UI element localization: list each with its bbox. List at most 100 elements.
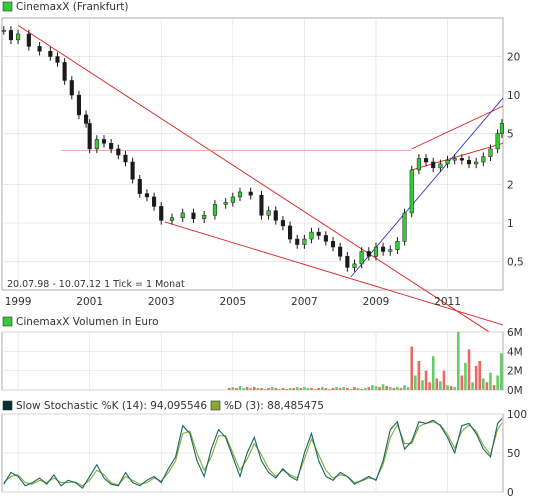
price-bar-body: [495, 133, 500, 150]
x-tick-label: 2011: [434, 296, 461, 308]
volume-bar: [449, 386, 453, 390]
volume-bar: [274, 388, 278, 390]
price-bar-body: [137, 178, 142, 194]
price-bar: [373, 242, 379, 261]
volume-bar: [335, 387, 338, 390]
volume-bar: [371, 385, 374, 390]
price-bar-body: [452, 158, 457, 161]
price-bar-body: [402, 212, 407, 242]
volume-bar: [381, 384, 385, 390]
volume-bar: [356, 388, 360, 390]
volume-bar: [242, 388, 245, 390]
stochastic-y-tick-labels: 0 50 100: [507, 409, 527, 499]
volume-gridlines: [2, 331, 503, 391]
price-bar: [159, 202, 164, 225]
price-bar-body: [55, 56, 60, 63]
price-bar-body: [248, 191, 253, 196]
price-bar-body: [259, 194, 264, 216]
price-bar: [266, 206, 271, 220]
price-bar-body: [16, 33, 21, 41]
price-bar-body: [345, 256, 350, 268]
volume-bar: [328, 389, 331, 390]
stochastic-gridlines: [2, 413, 503, 493]
price-bar: [230, 192, 235, 207]
price-bar-body: [323, 235, 328, 242]
volume-bar: [252, 387, 256, 390]
volume-bar: [456, 332, 460, 390]
price-bar: [302, 234, 307, 249]
price-bar-body: [359, 251, 364, 265]
price-bar-body: [388, 249, 393, 252]
price-bar-body: [109, 143, 114, 150]
stochastic-panel: Slow Stochastic %K (14): 94,095546 %D (3…: [1, 400, 527, 499]
stoch-d-legend-swatch: [210, 400, 221, 411]
price-bar: [180, 208, 185, 223]
price-bar: [323, 231, 328, 246]
price-bar-body: [381, 246, 386, 252]
price-bar: [345, 252, 350, 272]
price-bar: [309, 227, 314, 244]
price-bar: [87, 119, 92, 154]
price-bar-body: [130, 161, 135, 180]
volume-bar: [431, 356, 435, 390]
price-bar-body: [26, 33, 31, 47]
volume-bars: [227, 332, 503, 390]
volume-bar: [363, 388, 367, 390]
price-bar: [402, 208, 407, 246]
price-bar-body: [69, 80, 74, 96]
price-bar: [109, 139, 114, 154]
price-bar-body: [316, 231, 321, 236]
price-info-text: 20.07.98 - 10.07.12 1 Tick = 1 Monat: [7, 279, 185, 290]
trend-line: [17, 25, 504, 342]
price-bar-body: [180, 212, 185, 219]
volume-bar: [324, 388, 328, 390]
price-bar-body: [84, 114, 89, 124]
price-bar-body: [266, 210, 271, 216]
price-bar: [280, 216, 285, 231]
volume-legend-swatch: [2, 316, 13, 327]
volume-bar: [388, 387, 392, 390]
volume-bar: [306, 388, 310, 390]
volume-bar: [403, 385, 406, 390]
volume-bar: [396, 387, 399, 390]
volume-bar: [406, 387, 410, 390]
volume-bar: [482, 378, 485, 390]
volume-bar: [342, 387, 346, 390]
volume-bar: [346, 388, 349, 390]
price-panel: CinemaxX (Frankfurt) 0,5 1 2 5 10 20 20.07.98…: [1, 1, 524, 342]
price-bar: [488, 144, 493, 161]
volume-bar: [471, 382, 474, 390]
price-bar: [499, 119, 504, 138]
price-bar: [37, 42, 42, 56]
volume-bar: [478, 361, 482, 390]
price-bar: [8, 26, 13, 45]
price-bar-body: [474, 161, 479, 165]
price-bar-body: [366, 251, 371, 257]
price-bar-body: [431, 161, 436, 169]
price-bar-body: [302, 238, 307, 245]
price-bar: [366, 247, 371, 261]
price-bar-body: [338, 246, 343, 257]
volume-bar: [374, 386, 378, 390]
price-title: CinemaxX (Frankfurt): [16, 1, 129, 13]
price-bar-body: [488, 148, 493, 157]
price-bar: [466, 155, 472, 169]
stochastic-k-line: [3, 418, 503, 489]
volume-y-tick-label: 6M: [507, 327, 523, 339]
price-bar: [55, 52, 60, 67]
price-bar: [101, 135, 107, 148]
volume-bar: [227, 388, 231, 390]
price-bar-body: [409, 169, 414, 214]
price-bar: [16, 29, 21, 45]
price-bar: [273, 206, 278, 225]
price-bar-body: [288, 225, 293, 240]
price-bar-body: [309, 231, 314, 240]
volume-bar: [385, 386, 388, 390]
volume-bar: [285, 389, 288, 390]
price-bar: [202, 211, 207, 224]
price-bar: [48, 46, 53, 61]
price-bar: [137, 174, 142, 198]
x-tick-labels: 1999 2001 2003 2005 2007 2009 2011: [5, 296, 461, 308]
volume-bar: [417, 361, 421, 390]
volume-bar: [492, 385, 496, 390]
